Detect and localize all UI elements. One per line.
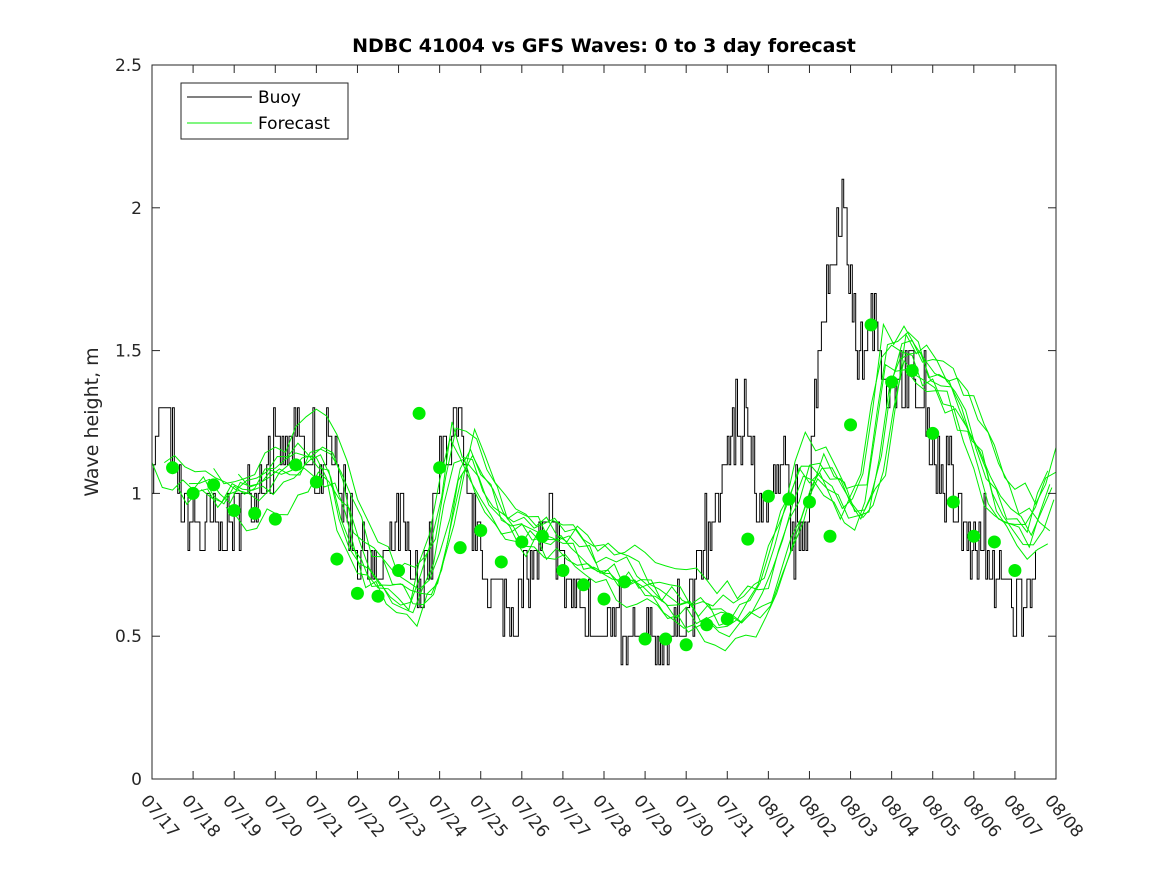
forecast-marker xyxy=(802,495,816,509)
forecast-marker xyxy=(207,478,221,492)
forecast-marker xyxy=(1008,564,1022,578)
y-tick-label: 0 xyxy=(131,770,142,790)
forecast-marker xyxy=(268,512,282,526)
forecast-marker xyxy=(823,529,837,543)
forecast-marker xyxy=(474,524,488,538)
forecast-marker xyxy=(535,529,549,543)
forecast-marker xyxy=(350,586,364,600)
forecast-marker xyxy=(659,632,673,646)
forecast-marker xyxy=(679,638,693,652)
forecast-marker xyxy=(844,418,858,432)
legend-box xyxy=(180,82,349,140)
legend: Buoy Forecast xyxy=(180,82,349,140)
y-axis-label: Wave height, m xyxy=(81,347,103,496)
forecast-run-line-3 xyxy=(176,363,1051,624)
forecast-marker xyxy=(782,492,796,506)
forecast-marker xyxy=(309,475,323,489)
forecast-marker xyxy=(597,592,611,606)
forecast-marker xyxy=(392,564,406,578)
forecast-marker xyxy=(166,461,180,475)
forecast-marker xyxy=(741,532,755,546)
forecast-marker xyxy=(227,504,241,518)
legend-forecast-label: Forecast xyxy=(258,114,330,134)
forecast-marker xyxy=(618,575,632,589)
chart-title: NDBC 41004 vs GFS Waves: 0 to 3 day fore… xyxy=(352,35,856,57)
forecast-marker xyxy=(720,612,734,626)
plot-data xyxy=(152,178,1056,666)
legend-buoy-label: Buoy xyxy=(258,88,301,108)
y-tick-label: 1 xyxy=(131,484,142,504)
forecast-marker xyxy=(412,406,426,420)
forecast-marker xyxy=(371,589,385,603)
forecast-run-line-6 xyxy=(213,339,1056,600)
forecast-marker xyxy=(967,529,981,543)
forecast-marker xyxy=(638,632,652,646)
forecast-marker xyxy=(330,552,344,566)
forecast-marker xyxy=(946,495,960,509)
forecast-marker xyxy=(885,375,899,389)
y-tick-label: 1.5 xyxy=(115,342,142,362)
forecast-marker xyxy=(761,489,775,503)
forecast-marker xyxy=(905,364,919,378)
forecast-marker xyxy=(453,541,467,555)
forecast-run-line-8 xyxy=(237,332,1051,624)
forecast-marker xyxy=(576,578,590,592)
forecast-marker xyxy=(186,486,200,500)
forecast-marker xyxy=(864,318,878,332)
forecast-marker xyxy=(248,506,262,520)
forecast-marker xyxy=(289,458,303,472)
forecast-marker xyxy=(926,426,940,440)
forecast-marker xyxy=(433,461,447,475)
forecast-marker xyxy=(700,618,714,632)
y-tick-label: 2 xyxy=(131,199,142,219)
y-tick-label: 0.5 xyxy=(115,627,142,647)
forecast-marker xyxy=(987,535,1001,549)
y-tick-label: 2.5 xyxy=(115,56,142,76)
forecast-marker xyxy=(515,535,529,549)
forecast-marker xyxy=(556,564,570,578)
forecast-marker xyxy=(494,555,508,569)
